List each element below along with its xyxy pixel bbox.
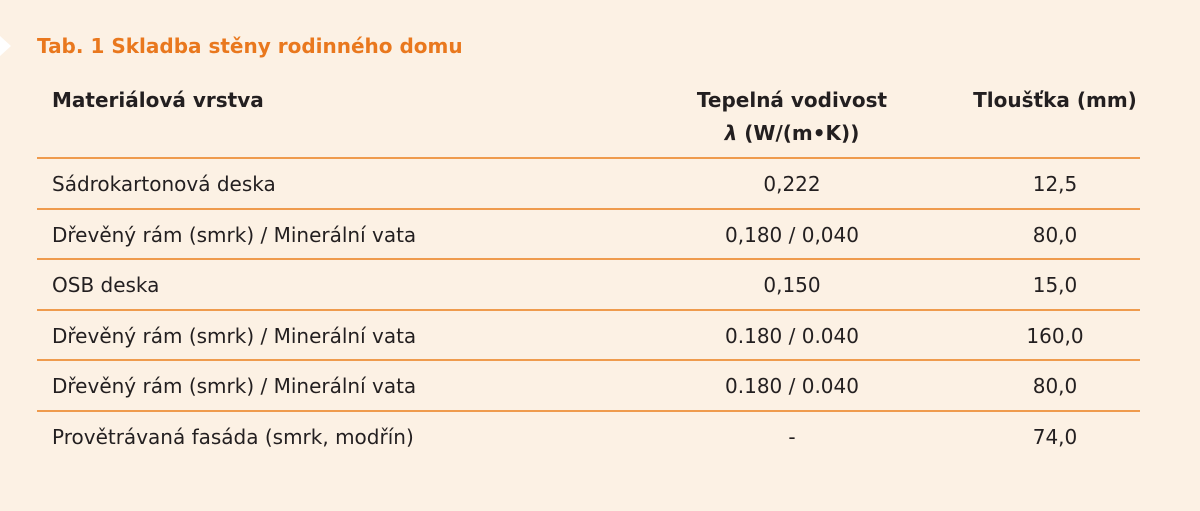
row-separator (37, 359, 1140, 361)
marker (0, 36, 11, 56)
table-cell: - (788, 424, 796, 449)
table-title: Tab. 1 Skladba stěny rodinného domu (37, 34, 463, 58)
table-cell: 0.180 / 0.040 (725, 374, 859, 398)
table-cell: 0,222 (763, 172, 821, 196)
row-separator (37, 409, 1140, 412)
table-cell: 80,0 (1032, 374, 1078, 398)
header-cell: Tloušťka (mm) (973, 88, 1137, 112)
table-cell: 80,0 (1032, 222, 1078, 247)
table-cell: Dřevěný rám (smrk) / Minerální vata (52, 222, 417, 247)
table-cell: 0,150 (763, 273, 821, 297)
table-cell: Dřevěný rám (smrk) / Minerální vata (52, 323, 417, 348)
table-cell: Provětrávaná fasáda (smrk, modřín) (52, 424, 414, 449)
table-cell: 160,0 (1026, 323, 1084, 348)
unit: (W/(m•K)) (744, 121, 860, 145)
symbol: λ (724, 121, 738, 145)
table-cell: OSB deska (52, 273, 160, 297)
row-separator (37, 258, 1140, 260)
row-separator (37, 207, 1140, 210)
header-cell: Tepelná vodivost (696, 88, 888, 112)
header-unit: λ (W/(m•K)) (725, 121, 860, 145)
table-cell: 0.180 / 0.040 (725, 323, 859, 348)
table-cell: 15,0 (1032, 273, 1078, 297)
table-cell: 12,5 (1032, 172, 1078, 196)
row-separator (37, 308, 1140, 311)
table-cell: 74,0 (1032, 424, 1078, 449)
table-cell: Dřevěný rám (smrk) / Minerální vata (52, 374, 417, 398)
header-cell: Materiálová vrstva (52, 88, 264, 112)
table-cell: Sádrokartonová deska (52, 172, 276, 196)
row-separator (37, 157, 1140, 159)
table-cell: 0,180 / 0,040 (725, 222, 859, 247)
